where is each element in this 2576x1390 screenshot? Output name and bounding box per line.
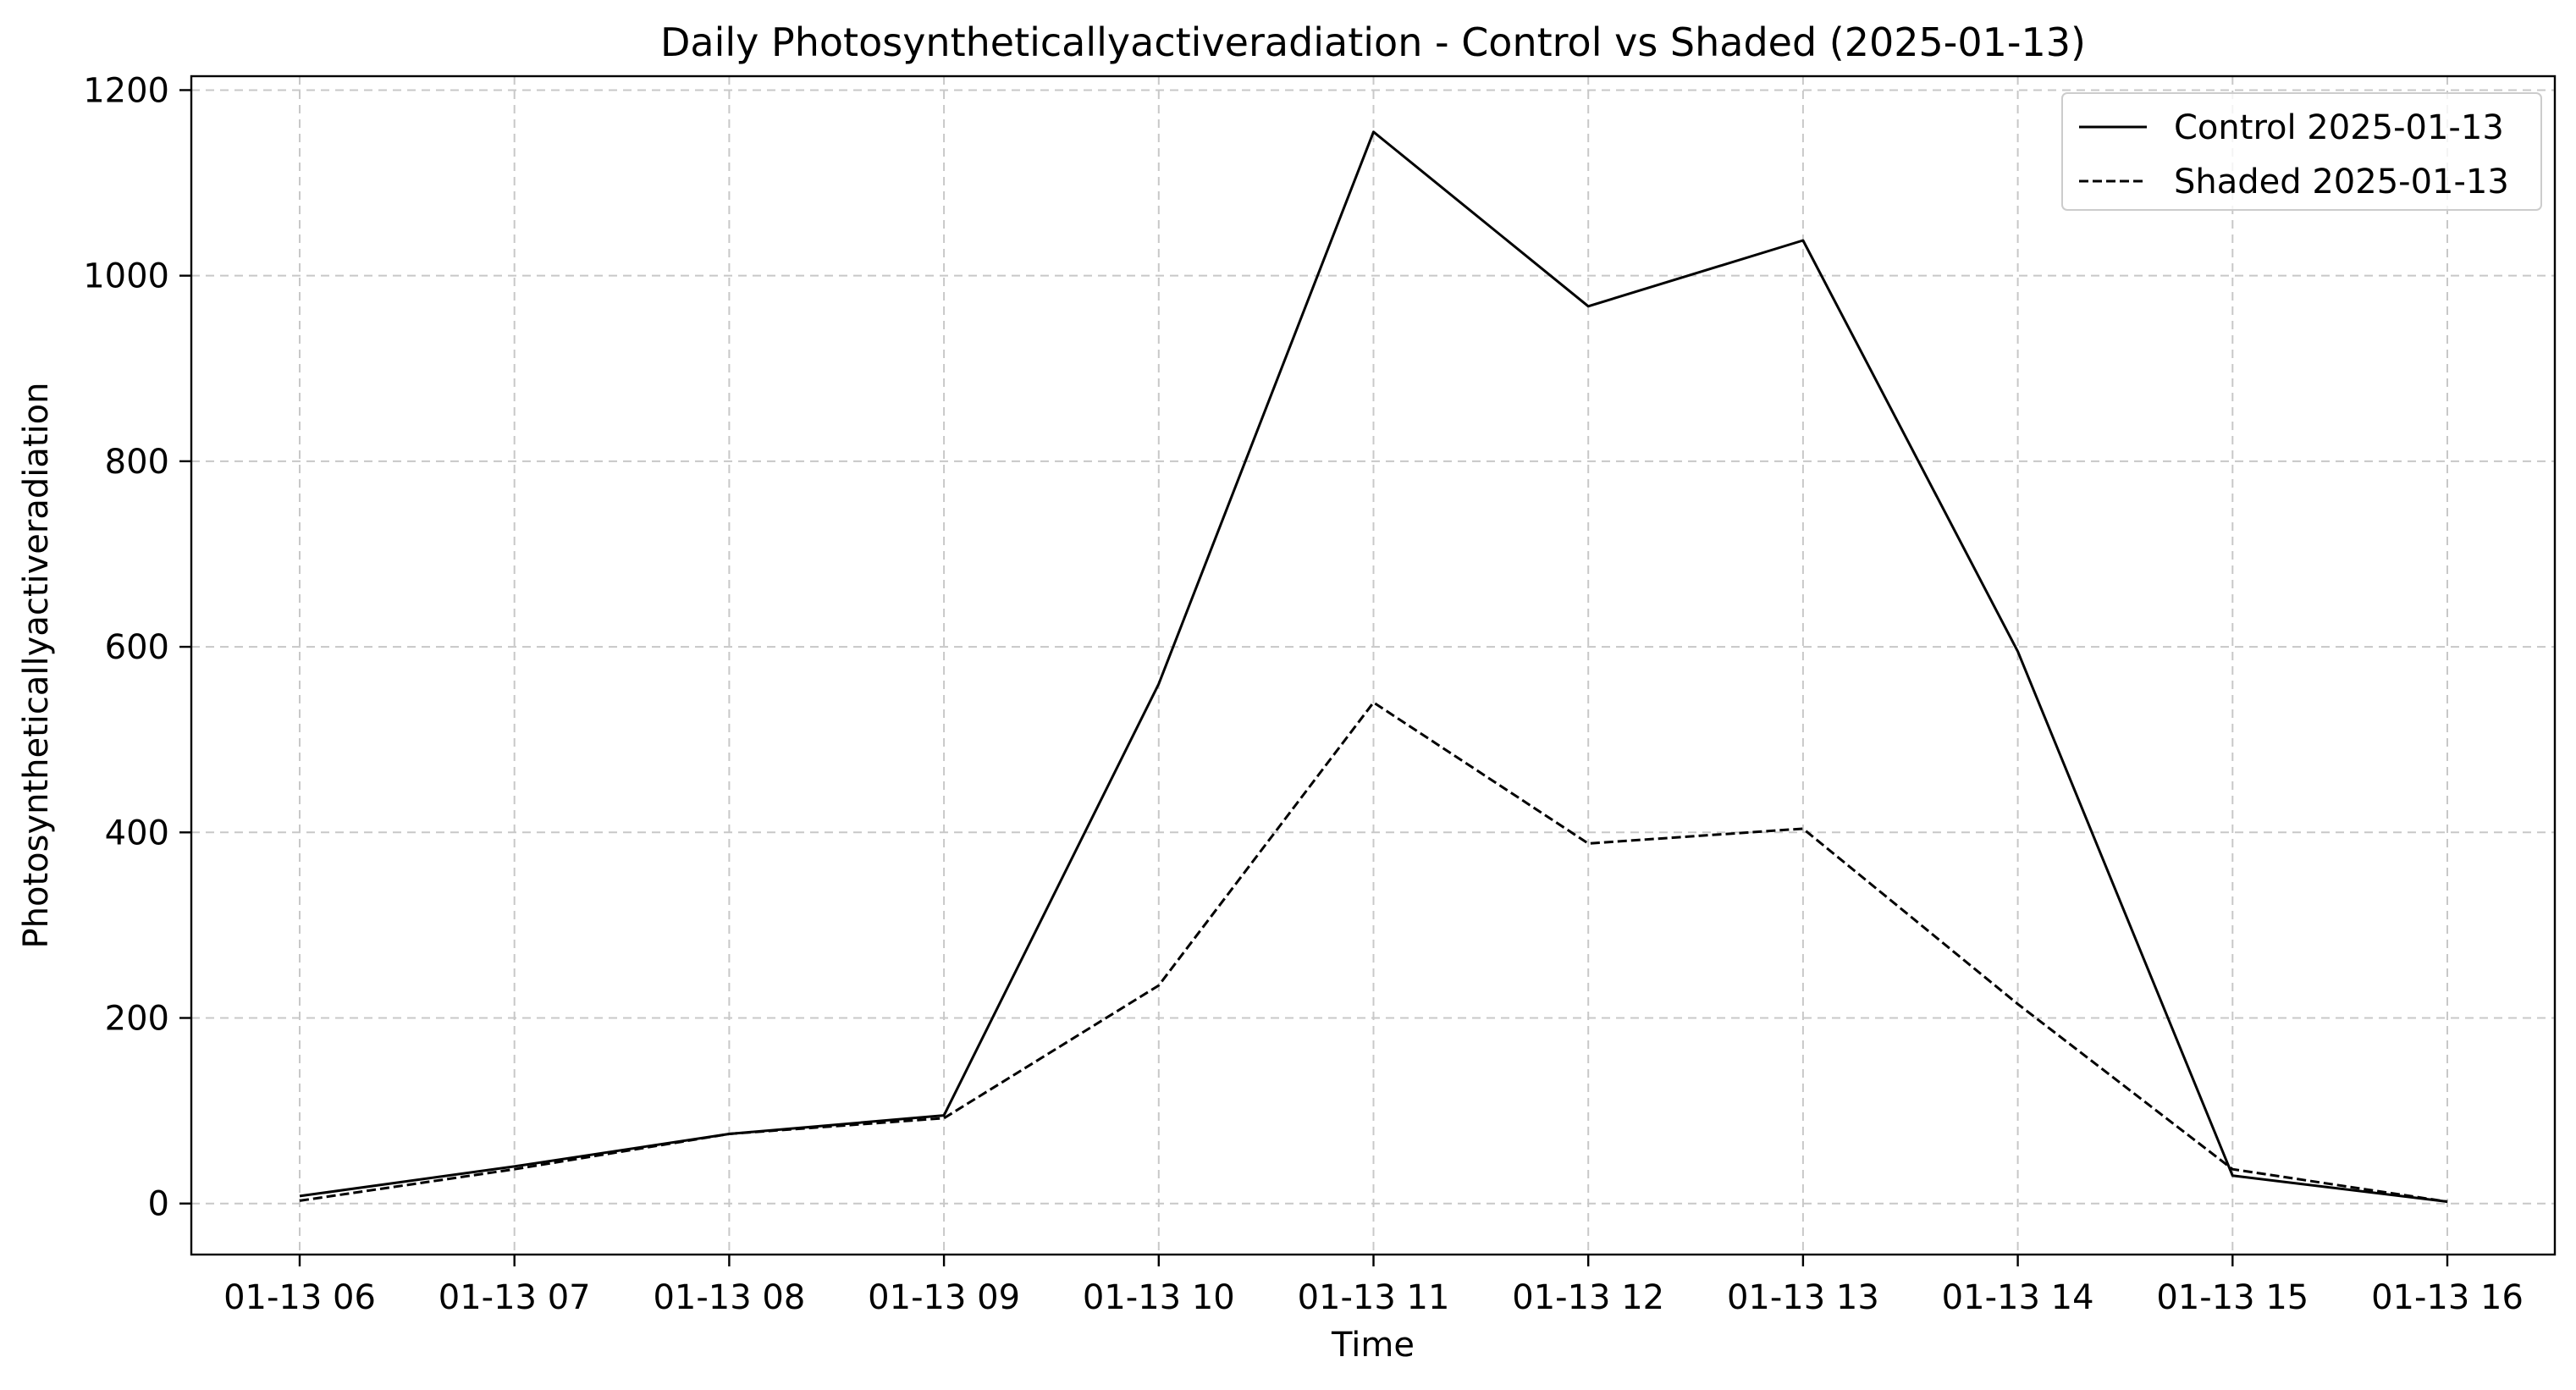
legend-label: Shaded 2025-01-13 bbox=[2174, 163, 2509, 201]
x-tick-label: 01-13 13 bbox=[1727, 1278, 1879, 1317]
x-tick-label: 01-13 07 bbox=[439, 1278, 591, 1317]
chart-title: Daily Photosyntheticallyactiveradiation … bbox=[660, 19, 2086, 65]
y-axis-title: Photosyntheticallyactiveradiation bbox=[17, 383, 56, 949]
y-tick-label: 800 bbox=[105, 443, 169, 482]
y-tick-label: 1000 bbox=[83, 257, 169, 296]
y-tick-label: 200 bbox=[105, 1000, 169, 1039]
x-tick-label: 01-13 10 bbox=[1083, 1278, 1235, 1317]
series-line-control bbox=[299, 130, 2448, 1203]
y-tick-label: 0 bbox=[148, 1185, 169, 1224]
x-tick-label: 01-13 11 bbox=[1298, 1278, 1450, 1317]
x-tick-label: 01-13 06 bbox=[223, 1278, 376, 1317]
y-tick-label: 400 bbox=[105, 814, 169, 852]
y-tick-label: 1200 bbox=[83, 71, 169, 110]
x-tick-label: 01-13 16 bbox=[2371, 1278, 2524, 1317]
x-axis-title: Time bbox=[1331, 1326, 1415, 1365]
legend: Control 2025-01-13 Shaded 2025-01-13 bbox=[2061, 92, 2542, 211]
x-tick-label: 01-13 15 bbox=[2156, 1278, 2308, 1317]
x-tick-label: 01-13 14 bbox=[1942, 1278, 2094, 1317]
x-tick-label: 01-13 08 bbox=[653, 1278, 805, 1317]
x-tick-label: 01-13 12 bbox=[1512, 1278, 1664, 1317]
legend-label: Control 2025-01-13 bbox=[2174, 108, 2504, 147]
y-tick-label: 600 bbox=[105, 628, 169, 667]
axis-ticks: 01-13 06 01-13 07 01-13 08 01-13 09 01-13 10… bbox=[83, 71, 2524, 1317]
legend-box bbox=[2061, 92, 2542, 211]
series-lines bbox=[299, 130, 2448, 1203]
x-tick-label: 01-13 09 bbox=[868, 1278, 1020, 1317]
grid-lines bbox=[191, 76, 2555, 1255]
